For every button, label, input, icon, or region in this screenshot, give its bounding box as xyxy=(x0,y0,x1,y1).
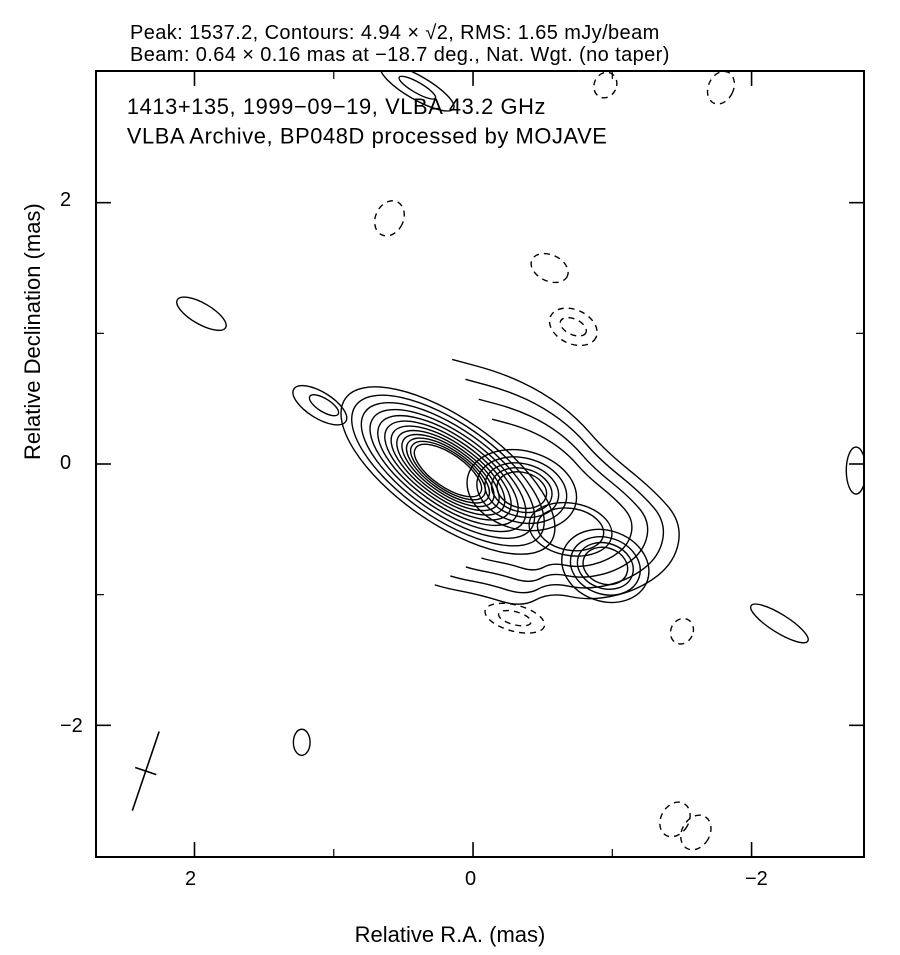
ytick-label: 0 xyxy=(60,452,71,475)
contour-map-svg: 1413+135, 1999−09−19, VLBA 43.2 GHz VLBA… xyxy=(97,72,863,856)
header-line-2: Beam: 0.64 × 0.16 mas at −18.7 deg., Nat… xyxy=(130,44,870,67)
header-line-1: Peak: 1537.2, Contours: 4.94 × √2, RMS: … xyxy=(130,22,870,45)
xtick-label: −2 xyxy=(745,868,768,891)
figure-container: Peak: 1537.2, Contours: 4.94 × √2, RMS: … xyxy=(0,0,900,955)
y-axis-label: Relative Declination (mas) xyxy=(20,203,46,460)
x-axis-label: Relative R.A. (mas) xyxy=(0,922,900,948)
xtick-label: 2 xyxy=(185,868,196,891)
plot-frame: 1413+135, 1999−09−19, VLBA 43.2 GHz VLBA… xyxy=(95,70,865,858)
in-plot-title-1: 1413+135, 1999−09−19, VLBA 43.2 GHz xyxy=(127,94,546,119)
ytick-label: −2 xyxy=(60,715,83,738)
ytick-label: 2 xyxy=(60,189,71,212)
in-plot-title-2: VLBA Archive, BP048D processed by MOJAVE xyxy=(127,124,608,149)
xtick-label: 0 xyxy=(465,868,476,891)
